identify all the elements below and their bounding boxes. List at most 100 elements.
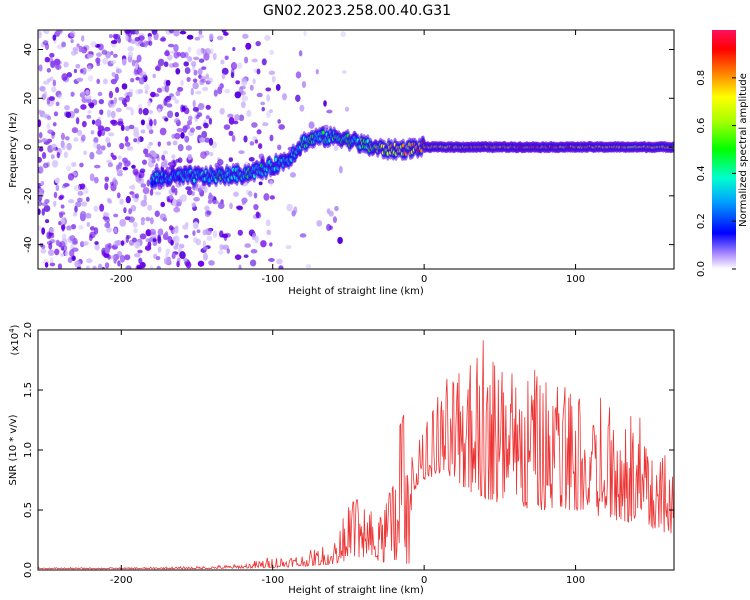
noise-speckle bbox=[192, 78, 198, 83]
noise-speckle bbox=[46, 231, 52, 240]
noise-speckle bbox=[243, 135, 248, 143]
noise-speckle bbox=[203, 137, 211, 143]
noise-speckle bbox=[122, 166, 129, 171]
noise-speckle bbox=[207, 199, 213, 204]
noise-speckle bbox=[124, 125, 130, 132]
noise-speckle bbox=[161, 154, 166, 161]
noise-speckle bbox=[176, 128, 184, 133]
noise-speckle bbox=[52, 34, 57, 41]
colorbar-tick-label: 0.4 bbox=[696, 165, 707, 181]
noise-speckle bbox=[174, 111, 180, 118]
snr-scale-label: (x104) bbox=[8, 324, 21, 355]
noise-speckle bbox=[66, 72, 73, 78]
noise-speckle bbox=[251, 58, 258, 63]
noise-speckle bbox=[128, 124, 135, 130]
x-tick-label: -100 bbox=[261, 274, 284, 285]
noise-speckle bbox=[127, 51, 134, 58]
noise-speckle bbox=[112, 53, 118, 58]
spectrogram-frame bbox=[37, 29, 675, 270]
noise-speckle bbox=[250, 249, 258, 254]
noise-speckle bbox=[248, 190, 253, 197]
noise-speckle bbox=[43, 80, 50, 85]
noise-speckle bbox=[200, 79, 207, 83]
noise-speckle bbox=[66, 142, 72, 151]
noise-speckle bbox=[251, 232, 256, 241]
noise-speckle bbox=[46, 122, 51, 130]
noise-speckle bbox=[113, 213, 119, 218]
noise-speckle bbox=[44, 261, 49, 268]
noise-speckle bbox=[75, 117, 80, 125]
noise-speckle bbox=[154, 191, 162, 196]
noise-speckle bbox=[64, 250, 69, 257]
noise-speckle bbox=[176, 86, 184, 92]
noise-speckle bbox=[295, 94, 301, 102]
noise-speckle bbox=[139, 261, 146, 269]
noise-speckle bbox=[90, 130, 95, 135]
noise-speckle bbox=[198, 30, 203, 35]
noise-speckle bbox=[91, 99, 98, 106]
noise-speckle bbox=[169, 93, 175, 97]
noise-speckle bbox=[173, 235, 180, 244]
noise-speckle bbox=[212, 52, 217, 61]
noise-speckle bbox=[65, 111, 72, 118]
noise-speckle bbox=[305, 264, 312, 269]
noise-speckle bbox=[176, 261, 180, 268]
noise-speckle bbox=[232, 46, 236, 51]
noise-speckle bbox=[203, 122, 209, 129]
noise-speckle bbox=[146, 179, 150, 187]
noise-speckle bbox=[144, 84, 150, 91]
noise-speckle bbox=[234, 114, 240, 121]
noise-speckle bbox=[104, 222, 111, 229]
noise-speckle bbox=[198, 58, 205, 63]
noise-speckle bbox=[193, 69, 198, 76]
noise-speckle bbox=[138, 107, 143, 115]
noise-speckle bbox=[175, 68, 181, 75]
noise-speckle bbox=[135, 193, 140, 199]
noise-speckle bbox=[51, 86, 57, 93]
noise-speckle bbox=[156, 64, 162, 72]
noise-speckle bbox=[87, 65, 92, 72]
y-tick-label: 20 bbox=[23, 92, 34, 105]
noise-speckle bbox=[46, 115, 52, 121]
x-tick-label: -200 bbox=[110, 274, 133, 285]
noise-speckle bbox=[216, 35, 224, 41]
noise-speckle bbox=[79, 183, 86, 190]
noise-speckle bbox=[166, 141, 172, 146]
noise-speckle bbox=[188, 115, 193, 122]
snr-scale-close: ) bbox=[10, 324, 21, 328]
spectrogram-x-label: Height of straight line (km) bbox=[288, 286, 424, 297]
noise-speckle bbox=[40, 180, 45, 186]
noise-speckle bbox=[323, 100, 327, 107]
noise-speckle bbox=[94, 119, 102, 127]
noise-speckle bbox=[278, 124, 285, 130]
noise-speckle bbox=[57, 94, 63, 100]
noise-speckle bbox=[125, 95, 130, 103]
noise-speckle bbox=[192, 99, 196, 108]
noise-speckle bbox=[67, 173, 75, 181]
x-tick-label: 0 bbox=[421, 274, 427, 285]
noise-speckle bbox=[70, 50, 77, 56]
noise-speckle bbox=[194, 36, 201, 41]
noise-speckle bbox=[224, 55, 229, 61]
noise-speckle bbox=[153, 118, 157, 126]
noise-speckle bbox=[177, 157, 183, 164]
noise-speckle bbox=[143, 148, 149, 155]
noise-speckle bbox=[113, 37, 118, 44]
noise-speckle bbox=[105, 137, 111, 144]
noise-speckle bbox=[80, 69, 84, 74]
noise-speckle bbox=[256, 92, 263, 98]
noise-speckle bbox=[129, 39, 137, 44]
noise-speckle bbox=[212, 199, 219, 205]
noise-speckle bbox=[108, 34, 113, 39]
noise-speckle bbox=[195, 125, 202, 130]
noise-speckle bbox=[44, 219, 50, 224]
noise-speckle bbox=[251, 122, 258, 128]
track-core bbox=[321, 130, 325, 135]
noise-speckle bbox=[131, 59, 136, 67]
y-tick-label: 0 bbox=[23, 144, 34, 150]
noise-speckle bbox=[124, 136, 129, 143]
noise-speckle bbox=[303, 30, 307, 37]
noise-speckle bbox=[240, 101, 246, 109]
noise-speckle bbox=[52, 122, 57, 127]
